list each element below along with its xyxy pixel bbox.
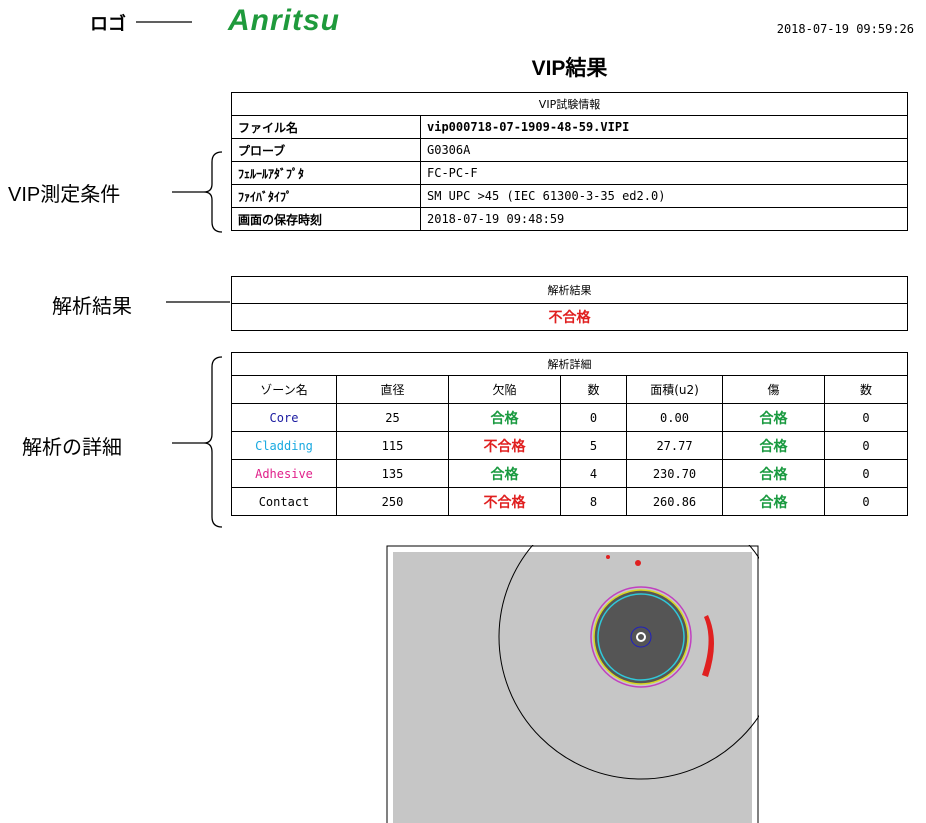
cell: 260.86: [626, 487, 723, 516]
cell: 0: [824, 459, 908, 488]
brace: [172, 356, 223, 528]
info-table: VIP試験情報 ファイル名 vip000718-07-1909-48-59.VIP…: [231, 92, 908, 231]
cell: Core: [231, 403, 337, 432]
cell: プローブ: [231, 138, 421, 162]
annotation: 解析結果: [52, 296, 132, 318]
cell: 115: [336, 431, 449, 460]
cell: 5: [560, 431, 627, 460]
annotation: 解析の詳細: [22, 437, 122, 459]
cell: ﾌｪﾙｰﾙｱﾀﾞﾌﾟﾀ: [231, 161, 421, 185]
annotation: ロゴ: [90, 14, 126, 34]
cell: Cladding: [231, 431, 337, 460]
details-table: 解析詳細 ゾーン名 直径 欠陥数面積(u2) 傷数 Core 25 合格 0 0.00 合格 0 C…: [231, 352, 908, 516]
defect: [606, 555, 610, 559]
contact-zone: [498, 545, 759, 780]
table-title: VIP試験情報: [231, 92, 908, 116]
annotation: VIP測定条件: [8, 184, 121, 206]
cell: 不合格: [448, 487, 561, 516]
adhesive-zone: [590, 586, 692, 688]
cell: 数: [560, 375, 627, 404]
cell: 0.00: [626, 403, 723, 432]
cell: 傷: [722, 375, 825, 404]
cell: 25: [336, 403, 449, 432]
result-table: 解析結果 不合格: [231, 276, 908, 331]
cell: 欠陥: [448, 375, 561, 404]
cell: 合格: [722, 431, 825, 460]
cell: G0306A: [420, 138, 908, 162]
cladding-zone: [593, 589, 689, 685]
cell: 0: [824, 403, 908, 432]
cell: Contact: [231, 487, 337, 516]
cell: 不合格: [448, 431, 561, 460]
defect: [702, 615, 714, 677]
cell: 0: [824, 431, 908, 460]
cell: 合格: [448, 403, 561, 432]
image-background: [393, 552, 752, 823]
core: [636, 632, 646, 642]
brace: [172, 151, 223, 233]
table-title: 解析結果: [231, 276, 908, 304]
result-value: 不合格: [231, 303, 908, 331]
cell: 250: [336, 487, 449, 516]
cell: ﾌｧｲﾊﾞﾀｲﾌﾟ: [231, 184, 421, 208]
cell: 230.70: [626, 459, 723, 488]
cell: 面積(u2): [626, 375, 723, 404]
cell: ゾーン名: [231, 375, 337, 404]
cell: SM UPC >45 (IEC 61300-3-35 ed2.0): [420, 184, 908, 208]
title: VIP結果: [531, 57, 608, 80]
cell: Adhesive: [231, 459, 337, 488]
cell: 合格: [722, 487, 825, 516]
table-title: 解析詳細: [231, 352, 908, 376]
cell: FC-PC-F: [420, 161, 908, 185]
cell: 0: [560, 403, 627, 432]
timestamp: 2018-07-19 09:59:26: [776, 22, 914, 36]
cell: 135: [336, 459, 449, 488]
cell: vip000718-07-1909-48-59.VIPI: [420, 115, 908, 139]
cell: 直径: [336, 375, 449, 404]
cell: ファイル名: [231, 115, 421, 139]
cell: 合格: [448, 459, 561, 488]
fiber-image: [386, 545, 759, 823]
cell: 合格: [722, 403, 825, 432]
cell: 0: [824, 487, 908, 516]
cell: 合格: [722, 459, 825, 488]
defect: [635, 560, 641, 566]
core-zone: [630, 626, 652, 648]
cladding-edge: [597, 593, 685, 681]
cell: 27.77: [626, 431, 723, 460]
logo: Anritsu: [228, 4, 340, 37]
cell: 8: [560, 487, 627, 516]
cell: 数: [824, 375, 908, 404]
cell: 画面の保存時刻: [231, 207, 421, 231]
cell: 4: [560, 459, 627, 488]
cell: 2018-07-19 09:48:59: [420, 207, 908, 231]
